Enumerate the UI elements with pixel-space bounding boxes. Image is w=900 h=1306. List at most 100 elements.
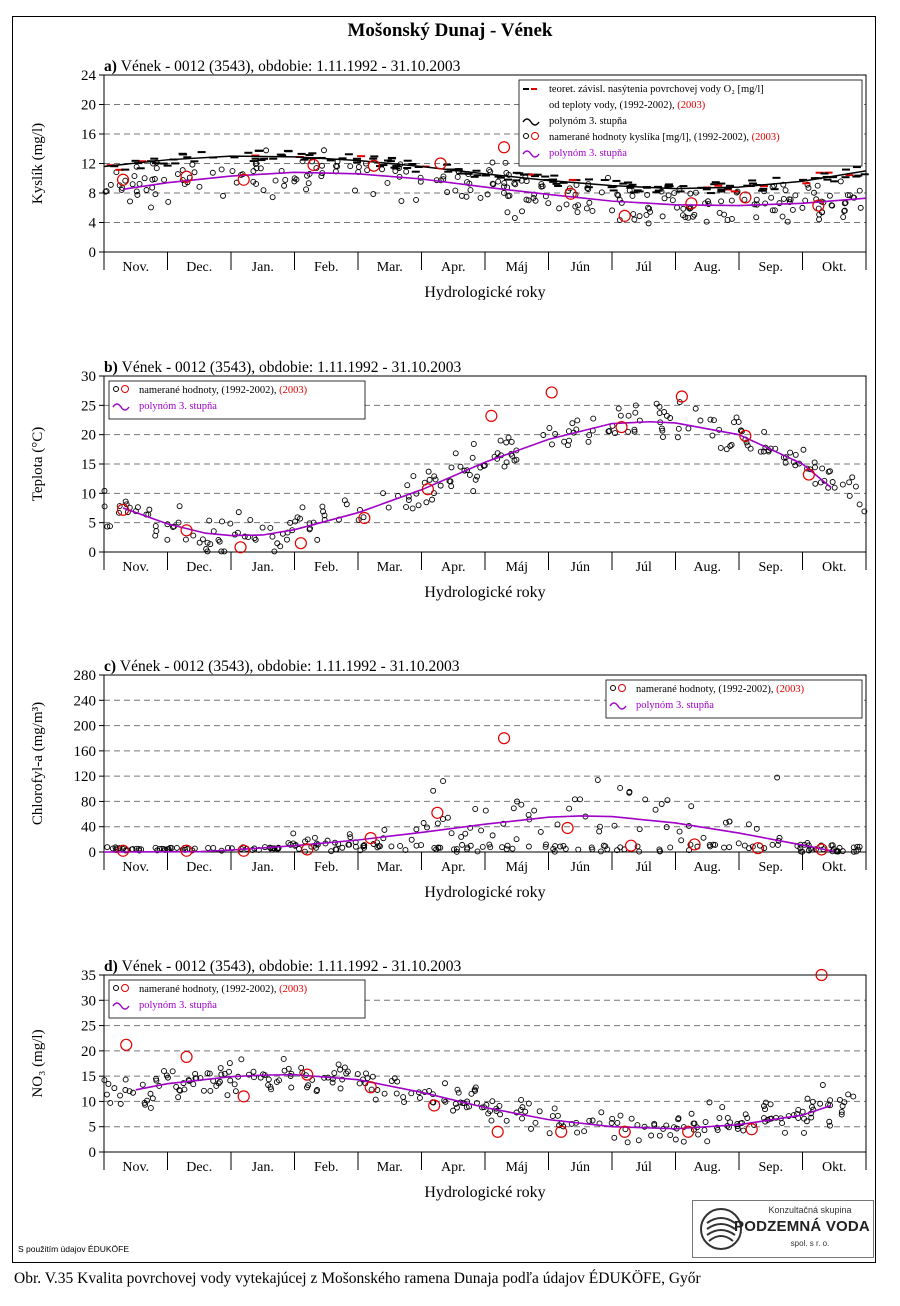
point-history-c xyxy=(560,842,567,849)
point-history-d xyxy=(339,1076,346,1083)
point-history-d xyxy=(298,1064,305,1071)
point-history-a xyxy=(680,205,687,212)
point-history-b xyxy=(190,532,197,539)
point-history-a xyxy=(191,169,198,176)
point-history-d xyxy=(691,1120,698,1127)
point-history-b xyxy=(215,536,222,543)
point-history-c xyxy=(413,826,420,833)
point-history-d xyxy=(354,1071,361,1077)
point-history-c xyxy=(352,843,359,850)
point-2003-c-4 xyxy=(364,831,377,845)
point-history-d xyxy=(641,1123,648,1130)
point-history-d xyxy=(635,1137,642,1144)
x-tick-label-c-0: Nov. xyxy=(122,860,149,875)
legend-box-d xyxy=(108,979,366,1019)
point-history-d xyxy=(268,1086,274,1093)
point-history-c xyxy=(664,797,671,804)
point-history-b xyxy=(761,428,768,435)
point-2003-b-0 xyxy=(116,503,130,516)
point-history-b xyxy=(692,405,699,412)
point-history-d xyxy=(442,1080,448,1087)
y-tick-label-b-3: 15 xyxy=(81,457,96,473)
point-history-c xyxy=(722,819,729,826)
point-history-b xyxy=(247,516,254,523)
point-history-b xyxy=(540,432,547,438)
point-history-b xyxy=(503,439,510,446)
point-history-a xyxy=(417,174,424,181)
panel-title-a: a) Vének - 0012 (3543), obdobie: 1.11.19… xyxy=(104,58,461,75)
point-history-b xyxy=(287,519,294,526)
point-history-c xyxy=(249,847,256,853)
legend-label-c-1: polynóm 3. stupňa xyxy=(636,700,714,711)
point-history-d xyxy=(667,1132,674,1139)
point-history-a xyxy=(538,181,545,188)
point-history-a xyxy=(614,191,621,198)
y-tick-label-a-3: 12 xyxy=(81,157,96,173)
point-history-d xyxy=(372,1096,379,1103)
point-history-d xyxy=(675,1115,682,1122)
point-history-a xyxy=(504,209,511,216)
point-history-a xyxy=(837,178,844,185)
point-history-b xyxy=(277,543,284,550)
point-history-a xyxy=(575,202,582,209)
point-history-d xyxy=(546,1130,553,1137)
point-history-b xyxy=(546,425,553,431)
point-history-a xyxy=(444,189,451,196)
point-2003-d-3 xyxy=(301,1068,314,1081)
point-history-d xyxy=(343,1070,350,1077)
y-tick-label-d-3: 15 xyxy=(81,1069,96,1085)
point-history-c xyxy=(525,811,532,818)
point-history-d xyxy=(227,1077,234,1084)
point-history-d xyxy=(845,1091,852,1098)
point-history-d xyxy=(400,1094,407,1100)
y-tick-label-c-7: 280 xyxy=(74,668,97,684)
point-2003-d-9 xyxy=(682,1125,695,1138)
point-history-d xyxy=(408,1090,415,1097)
point-history-b xyxy=(656,403,663,410)
legend-marker-d-0 xyxy=(113,985,119,991)
point-history-c xyxy=(853,848,860,855)
point-history-d xyxy=(204,1070,211,1077)
y-tick-label-c-5: 200 xyxy=(74,719,97,735)
panel-letter-d: d) xyxy=(104,958,122,975)
point-history-b xyxy=(856,501,863,508)
point-history-d xyxy=(363,1070,369,1077)
point-history-a xyxy=(776,200,783,207)
point-history-a xyxy=(703,218,710,225)
x-tick-label-a-6: Máj xyxy=(505,260,528,275)
point-history-b xyxy=(738,428,745,435)
point-history-c xyxy=(431,845,438,851)
point-history-d xyxy=(153,1075,159,1082)
point-history-c xyxy=(339,844,346,851)
point-history-c xyxy=(726,844,733,851)
point-history-a xyxy=(647,208,654,215)
point-2003-a-4 xyxy=(367,159,380,172)
point-history-b xyxy=(437,482,444,489)
point-history-d xyxy=(218,1071,225,1078)
point-history-b xyxy=(697,417,704,424)
point-history-c xyxy=(346,841,353,848)
point-history-a xyxy=(489,159,496,166)
point-history-d xyxy=(455,1089,462,1096)
x-axis-label-b: Hydrologické roky xyxy=(424,584,545,601)
point-history-c xyxy=(658,801,665,807)
point-history-a xyxy=(692,189,699,196)
point-history-a xyxy=(669,197,676,204)
point-history-a xyxy=(644,191,651,198)
point-history-b xyxy=(727,443,734,449)
point-2003-d-0 xyxy=(120,1038,133,1051)
point-history-b xyxy=(175,519,182,526)
point-history-a xyxy=(665,192,672,199)
point-2003-d-10 xyxy=(745,1123,758,1136)
point-history-c xyxy=(700,834,707,841)
point-history-c xyxy=(478,827,485,834)
point-history-d xyxy=(117,1092,124,1099)
panel-title-text-b: Vének - 0012 (3543), obdobie: 1.11.1992 … xyxy=(122,359,462,376)
x-tick-label-d-7: Jún xyxy=(571,1160,590,1175)
point-history-b xyxy=(472,476,479,483)
point-history-c xyxy=(152,844,159,851)
point-2003-c-7 xyxy=(561,821,574,835)
point-history-c xyxy=(575,846,582,853)
point-history-c xyxy=(509,845,516,852)
point-history-d xyxy=(368,1086,375,1093)
